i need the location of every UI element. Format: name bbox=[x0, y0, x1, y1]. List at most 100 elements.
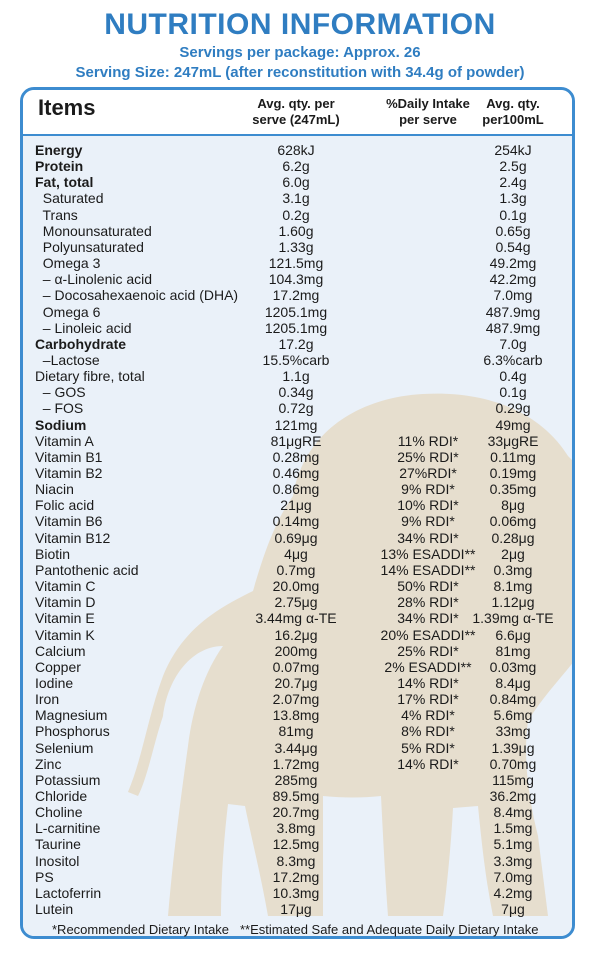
row-item-name: – α-Linolenic acid bbox=[35, 271, 153, 288]
row-per-serve: 1205.1mg bbox=[264, 303, 328, 320]
row-daily-intake: 9% RDI* bbox=[401, 481, 455, 498]
row-item-name: Energy bbox=[35, 142, 83, 158]
row-per-serve: 0.28mg bbox=[272, 448, 320, 465]
table-row: – FOS 0.72g 0.29g bbox=[23, 400, 572, 416]
row-daily-intake: 2% ESADDI** bbox=[384, 658, 472, 675]
row-item-name: Vitamin K bbox=[35, 626, 95, 643]
row-per-100ml: 6.6μg bbox=[495, 626, 531, 643]
row-item-name: Biotin bbox=[35, 545, 71, 562]
row-per-100ml: 8.4μg bbox=[495, 674, 531, 691]
row-per-100ml: 4.2mg bbox=[493, 884, 533, 901]
table-row: Vitamin E 3.44mg α-TE 34% RDI* 1.39mg α-TE bbox=[23, 610, 572, 626]
table-row: Taurine 12.5mg 5.1mg bbox=[23, 836, 572, 852]
row-per-serve: 0.72g bbox=[278, 400, 314, 417]
row-per-serve: 1.33g bbox=[278, 238, 314, 255]
row-per-100ml: 5.1mg bbox=[493, 836, 533, 853]
row-item-name: Chloride bbox=[35, 788, 88, 804]
row-per-100ml: 0.54g bbox=[495, 238, 531, 255]
row-item-name: Lactoferrin bbox=[35, 884, 102, 901]
row-daily-intake: 14% RDI* bbox=[397, 674, 459, 691]
table-row: Vitamin B2 0.46mg 27%RDI* 0.19mg bbox=[23, 465, 572, 481]
table-row: Copper 0.07mg 2% ESADDI** 0.03mg bbox=[23, 659, 572, 675]
table-row: Vitamin B6 0.14mg 9% RDI* 0.06mg bbox=[23, 513, 572, 529]
row-item-name: Omega 3 bbox=[35, 255, 101, 272]
row-per-100ml: 33mg bbox=[495, 723, 531, 740]
table-row: Protein 6.2g 2.5g bbox=[23, 158, 572, 174]
row-per-100ml: 0.35mg bbox=[489, 481, 537, 498]
table-row: Vitamin A 81μgRE 11% RDI* 33μgRE bbox=[23, 433, 572, 449]
row-per-serve: 3.1g bbox=[282, 190, 310, 207]
row-per-100ml: 8μg bbox=[501, 497, 525, 514]
table-row: L-carnitine 3.8mg 1.5mg bbox=[23, 820, 572, 836]
table-row: Selenium 3.44μg 5% RDI* 1.39μg bbox=[23, 740, 572, 756]
table-row: Calcium 200mg 25% RDI* 81mg bbox=[23, 643, 572, 659]
row-per-100ml: 0.3mg bbox=[493, 561, 533, 578]
table-row: Folic acid 21μg 10% RDI* 8μg bbox=[23, 497, 572, 513]
row-per-100ml: 1.12μg bbox=[491, 594, 535, 611]
header-daily-line2: per serve bbox=[399, 112, 457, 127]
row-per-serve: 21μg bbox=[280, 497, 312, 514]
header-daily: %Daily Intake per serve bbox=[353, 96, 503, 128]
row-per-100ml: 42.2mg bbox=[489, 271, 537, 288]
row-daily-intake: 34% RDI* bbox=[397, 529, 459, 546]
row-per-100ml: 1.3g bbox=[499, 190, 527, 207]
table-row: Iodine 20.7μg 14% RDI* 8.4μg bbox=[23, 675, 572, 691]
row-per-serve: 3.8mg bbox=[276, 820, 316, 837]
row-daily-intake: 28% RDI* bbox=[397, 594, 459, 611]
row-per-serve: 20.7mg bbox=[272, 804, 320, 821]
row-item-name: Vitamin E bbox=[35, 610, 95, 627]
row-per-serve: 81mg bbox=[278, 723, 314, 740]
header-per100-line1: Avg. qty. bbox=[486, 96, 540, 111]
table-row: Magnesium 13.8mg 4% RDI* 5.6mg bbox=[23, 707, 572, 723]
row-per-serve: 285mg bbox=[274, 771, 318, 788]
row-per-serve: 1.60g bbox=[278, 222, 314, 239]
footer-notes: *Recommended Dietary Intake **Estimated … bbox=[0, 922, 600, 940]
row-per-100ml: 3.3mg bbox=[493, 852, 533, 869]
row-per-serve: 8.3mg bbox=[276, 852, 316, 869]
table-row: Vitamin C 20.0mg 50% RDI* 8.1mg bbox=[23, 578, 572, 594]
table-row: PS 17.2mg 7.0mg bbox=[23, 869, 572, 885]
row-item-name: L-carnitine bbox=[35, 820, 101, 837]
row-per-100ml: 0.06mg bbox=[489, 513, 537, 530]
row-per-100ml: 2μg bbox=[501, 545, 525, 562]
row-per-100ml: 2.4g bbox=[499, 174, 527, 191]
table-row: Lutein 17μg 7μg bbox=[23, 901, 572, 917]
row-per-serve: 0.34g bbox=[278, 384, 314, 401]
row-item-name: Polyunsaturated bbox=[35, 238, 144, 255]
table-row: Choline 20.7mg 8.4mg bbox=[23, 804, 572, 820]
table-row: Vitamin B12 0.69μg 34% RDI* 0.28μg bbox=[23, 530, 572, 546]
row-item-name: Iodine bbox=[35, 674, 74, 691]
header-per100-line2: per100mL bbox=[482, 112, 544, 127]
row-per-serve: 81μgRE bbox=[270, 432, 322, 449]
row-item-name: Iron bbox=[35, 691, 60, 708]
row-item-name: Phosphorus bbox=[35, 723, 110, 740]
row-item-name: Dietary fibre, total bbox=[35, 368, 145, 385]
row-item-name: Vitamin C bbox=[35, 578, 96, 595]
row-per-serve: 0.46mg bbox=[272, 465, 320, 481]
table-row: – α-Linolenic acid 104.3mg 42.2mg bbox=[23, 271, 572, 287]
row-per-serve: 10.3mg bbox=[272, 884, 320, 901]
row-per-serve: 0.7mg bbox=[276, 561, 316, 578]
row-item-name: Zinc bbox=[35, 755, 62, 772]
row-per-serve: 0.69μg bbox=[274, 529, 318, 546]
row-daily-intake: 14% ESADDI** bbox=[380, 561, 476, 578]
row-item-name: Taurine bbox=[35, 836, 81, 853]
table-row: Omega 3 121.5mg 49.2mg bbox=[23, 255, 572, 271]
servings-line: Servings per package: Approx. 26 bbox=[179, 44, 421, 61]
row-per-100ml: 8.1mg bbox=[493, 578, 533, 595]
table-row: Energy 628kJ 254kJ bbox=[23, 142, 572, 158]
row-per-100ml: 8.4mg bbox=[493, 804, 533, 821]
table-row: Potassium 285mg 115mg bbox=[23, 772, 572, 788]
row-daily-intake: 10% RDI* bbox=[397, 497, 459, 514]
row-per-100ml: 81mg bbox=[495, 642, 531, 659]
row-item-name: PS bbox=[35, 868, 54, 885]
row-item-name: – Linoleic acid bbox=[35, 319, 132, 336]
row-per-100ml: 5.6mg bbox=[493, 707, 533, 724]
serving-size-line: Serving Size: 247mL (after reconstitutio… bbox=[75, 64, 525, 81]
row-per-serve: 15.5%carb bbox=[262, 351, 330, 368]
row-per-100ml: 254kJ bbox=[494, 142, 532, 158]
row-item-name: Lutein bbox=[35, 901, 74, 918]
row-item-name: Protein bbox=[35, 158, 84, 175]
row-per-serve: 1205.1mg bbox=[264, 319, 328, 336]
row-per-serve: 200mg bbox=[274, 642, 318, 659]
